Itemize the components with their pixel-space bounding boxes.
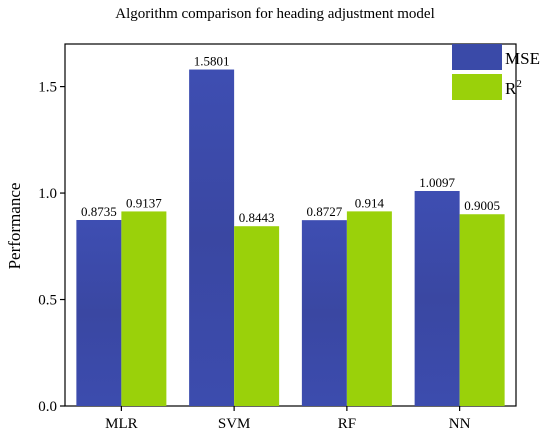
bar-value-label: 1.5801 — [194, 54, 230, 69]
bar-value-label: 0.914 — [355, 195, 385, 210]
x-tick-label: NN — [449, 416, 471, 432]
mse-bar — [189, 69, 235, 406]
legend-swatch-r2 — [452, 74, 502, 100]
x-tick-label: RF — [338, 416, 356, 432]
chart-title: Algorithm comparison for heading adjustm… — [115, 6, 435, 22]
r2-bar — [121, 211, 167, 406]
y-tick-label: 1.0 — [38, 186, 57, 202]
x-tick-label: MLR — [105, 416, 138, 432]
bar-value-label: 0.8443 — [239, 210, 275, 225]
r2-bar — [459, 214, 505, 406]
mse-bar — [76, 219, 122, 406]
mse-bar — [301, 220, 347, 406]
legend-label-r2: R2 — [505, 78, 522, 98]
bar-value-label: 0.9005 — [464, 198, 500, 213]
r2-bar — [234, 226, 280, 406]
mse-bar — [414, 190, 460, 406]
y-tick-label: 0.0 — [38, 399, 57, 415]
bar-value-label: 0.9137 — [126, 195, 162, 210]
bar-value-label: 1.0097 — [419, 175, 455, 190]
r2-bar — [346, 211, 392, 406]
legend-label-mse: MSE — [505, 49, 540, 68]
y-tick-label: 1.5 — [38, 80, 57, 96]
bar-value-label: 0.8735 — [81, 204, 117, 219]
y-axis-label: Performance — [5, 183, 24, 270]
x-tick-label: SVM — [218, 416, 251, 432]
plot-area: 0.0 0.5 1.0 1.5 MLR 0.8735 0.9137 SVM 1.5801 0.84… — [38, 43, 540, 432]
bar-value-label: 0.8727 — [307, 204, 343, 219]
legend-swatch-mse — [452, 44, 502, 70]
plot-frame — [64, 43, 517, 407]
y-tick-label: 0.5 — [38, 293, 57, 309]
